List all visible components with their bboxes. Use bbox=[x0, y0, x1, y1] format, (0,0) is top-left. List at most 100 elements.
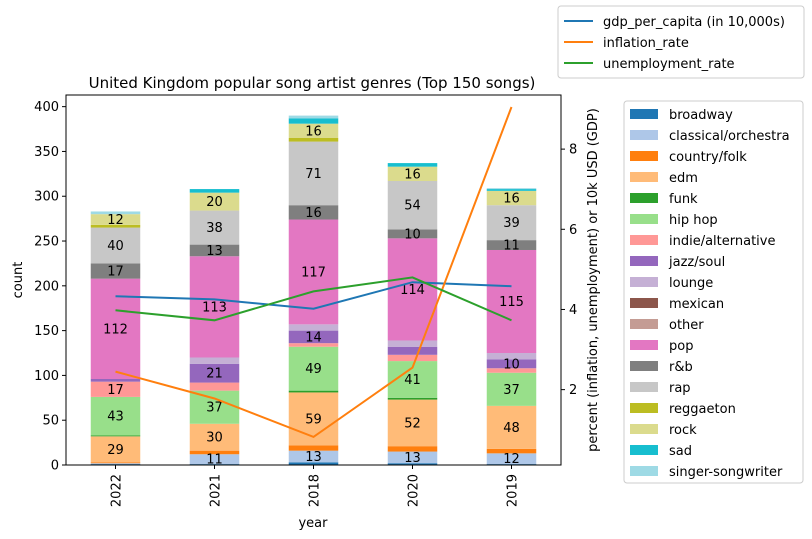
legend-bar-swatch bbox=[630, 256, 658, 266]
bar-segment bbox=[387, 451, 438, 464]
legend-bar-label: rap bbox=[669, 381, 691, 396]
bar-value-label: 117 bbox=[301, 265, 326, 280]
x-axis: 2022 2021 2018 2020 2019 bbox=[110, 465, 521, 507]
bar-value-label: 14 bbox=[305, 330, 322, 345]
bar-segment bbox=[90, 211, 141, 215]
bars-layer bbox=[90, 115, 537, 465]
bar-value-label: 30 bbox=[206, 431, 223, 446]
x-tick-label: 2019 bbox=[506, 474, 521, 507]
y-axis-right: 2 4 6 8 bbox=[561, 143, 577, 398]
bar-segment bbox=[189, 450, 240, 455]
legend-bar-swatch bbox=[630, 466, 658, 476]
y-tick-label: 150 bbox=[34, 324, 59, 339]
x-tick-label: 2018 bbox=[308, 474, 323, 507]
bar-value-label: 10 bbox=[404, 227, 421, 242]
legend-bar-swatch bbox=[630, 109, 658, 119]
legend-line-label: inflation_rate bbox=[603, 36, 689, 51]
bar-segment bbox=[486, 205, 537, 241]
bar-segment bbox=[387, 163, 438, 167]
bar-value-label: 12 bbox=[107, 213, 124, 228]
bar-segment bbox=[90, 378, 141, 382]
y-tick-label: 100 bbox=[34, 369, 59, 384]
bar-segment bbox=[90, 381, 141, 397]
bar-value-label: 113 bbox=[202, 300, 227, 315]
bar-segment bbox=[90, 396, 141, 436]
bar-segment bbox=[486, 448, 537, 454]
bar-value-label: 59 bbox=[305, 412, 322, 427]
bar-value-label: 54 bbox=[404, 199, 421, 214]
bar-segment bbox=[189, 189, 240, 193]
legend-bar-swatch bbox=[630, 235, 658, 245]
bar-segment bbox=[486, 359, 537, 369]
bar-segment bbox=[189, 390, 240, 424]
bar-segment bbox=[387, 181, 438, 230]
bar-value-label: 13 bbox=[404, 451, 421, 466]
bar-segment bbox=[288, 324, 339, 331]
bar-segment bbox=[387, 397, 438, 400]
y-tick-label: 350 bbox=[34, 145, 59, 160]
legend-lines-frame bbox=[557, 5, 805, 79]
y-tick-label: 250 bbox=[34, 235, 59, 250]
bar-value-label: 12 bbox=[503, 452, 520, 467]
y-axis-label: count bbox=[11, 262, 26, 299]
legend-bars-frame bbox=[623, 100, 804, 484]
bar-segment bbox=[288, 138, 339, 142]
legend-bar-label: rock bbox=[669, 423, 697, 438]
bar-value-label: 21 bbox=[206, 367, 223, 382]
bar-segment bbox=[288, 205, 339, 220]
bar-value-label: 37 bbox=[503, 383, 520, 398]
lines-layer bbox=[115, 106, 513, 439]
legend-bar-swatch bbox=[630, 277, 658, 287]
bar-value-label: 10 bbox=[503, 357, 520, 372]
legend-bar-swatch bbox=[630, 172, 658, 182]
bar-segment bbox=[189, 256, 240, 358]
bar-segment bbox=[189, 210, 240, 245]
bar-segment bbox=[387, 463, 438, 465]
x-tick-label: 2020 bbox=[407, 474, 422, 507]
bar-segment bbox=[90, 463, 141, 465]
bar-segment bbox=[288, 450, 339, 463]
legend-bar-label: reggaeton bbox=[669, 402, 736, 417]
y-tick-label: 50 bbox=[42, 414, 59, 429]
bar-value-label: 52 bbox=[404, 416, 421, 431]
legend-bar-swatch bbox=[630, 298, 658, 308]
legend-bar-label: hip hop bbox=[669, 213, 718, 228]
legend-bar-label: singer-songwriter bbox=[669, 465, 783, 480]
bar-value-label: 17 bbox=[107, 265, 124, 280]
bar-segment bbox=[288, 141, 339, 206]
x-axis-label: year bbox=[298, 516, 328, 531]
bar-segment bbox=[288, 390, 339, 393]
x-tick-label: 2022 bbox=[110, 474, 125, 507]
legend-bar-label: mexican bbox=[669, 297, 724, 312]
bar-segment bbox=[90, 224, 141, 228]
chart-title: United Kingdom popular song artist genre… bbox=[89, 74, 536, 92]
bar-segment bbox=[288, 462, 339, 465]
bar-segment bbox=[288, 343, 339, 347]
bar-value-label: 13 bbox=[206, 244, 223, 259]
bar-segment bbox=[189, 454, 240, 465]
line-series bbox=[115, 106, 513, 439]
bar-value-label: 11 bbox=[206, 453, 223, 468]
legend-lines: gdp_per_capita (in 10,000s) inflation_rat… bbox=[557, 5, 805, 79]
bar-value-label: 71 bbox=[305, 167, 322, 182]
legend-bar-label: country/folk bbox=[669, 150, 747, 165]
legend-bar-swatch bbox=[630, 424, 658, 434]
legend-bar-swatch bbox=[630, 382, 658, 392]
bar-value-label: 16 bbox=[305, 206, 322, 221]
bar-labels-layer: 29 43 17 112 17 40 12 11 30 37 21 113 13 38 20 13 59 49 14… bbox=[103, 124, 524, 467]
bar-segment bbox=[486, 405, 537, 449]
legend-bar-label: classical/orchestra bbox=[669, 129, 790, 144]
bar-segment bbox=[189, 423, 240, 451]
bar-value-label: 16 bbox=[404, 167, 421, 182]
bar-segment bbox=[387, 340, 438, 347]
legend-bar-label: r&b bbox=[669, 360, 693, 375]
legend-bar-label: funk bbox=[669, 192, 698, 207]
bar-value-label: 112 bbox=[103, 322, 128, 337]
bar-segment bbox=[486, 189, 537, 191]
bar-segment bbox=[288, 115, 339, 119]
bar-segment bbox=[90, 227, 141, 264]
legend-bar-label: indie/alternative bbox=[669, 234, 776, 249]
bar-segment bbox=[486, 240, 537, 250]
legend-bar-swatch bbox=[630, 214, 658, 224]
legend-bar-swatch bbox=[630, 403, 658, 413]
